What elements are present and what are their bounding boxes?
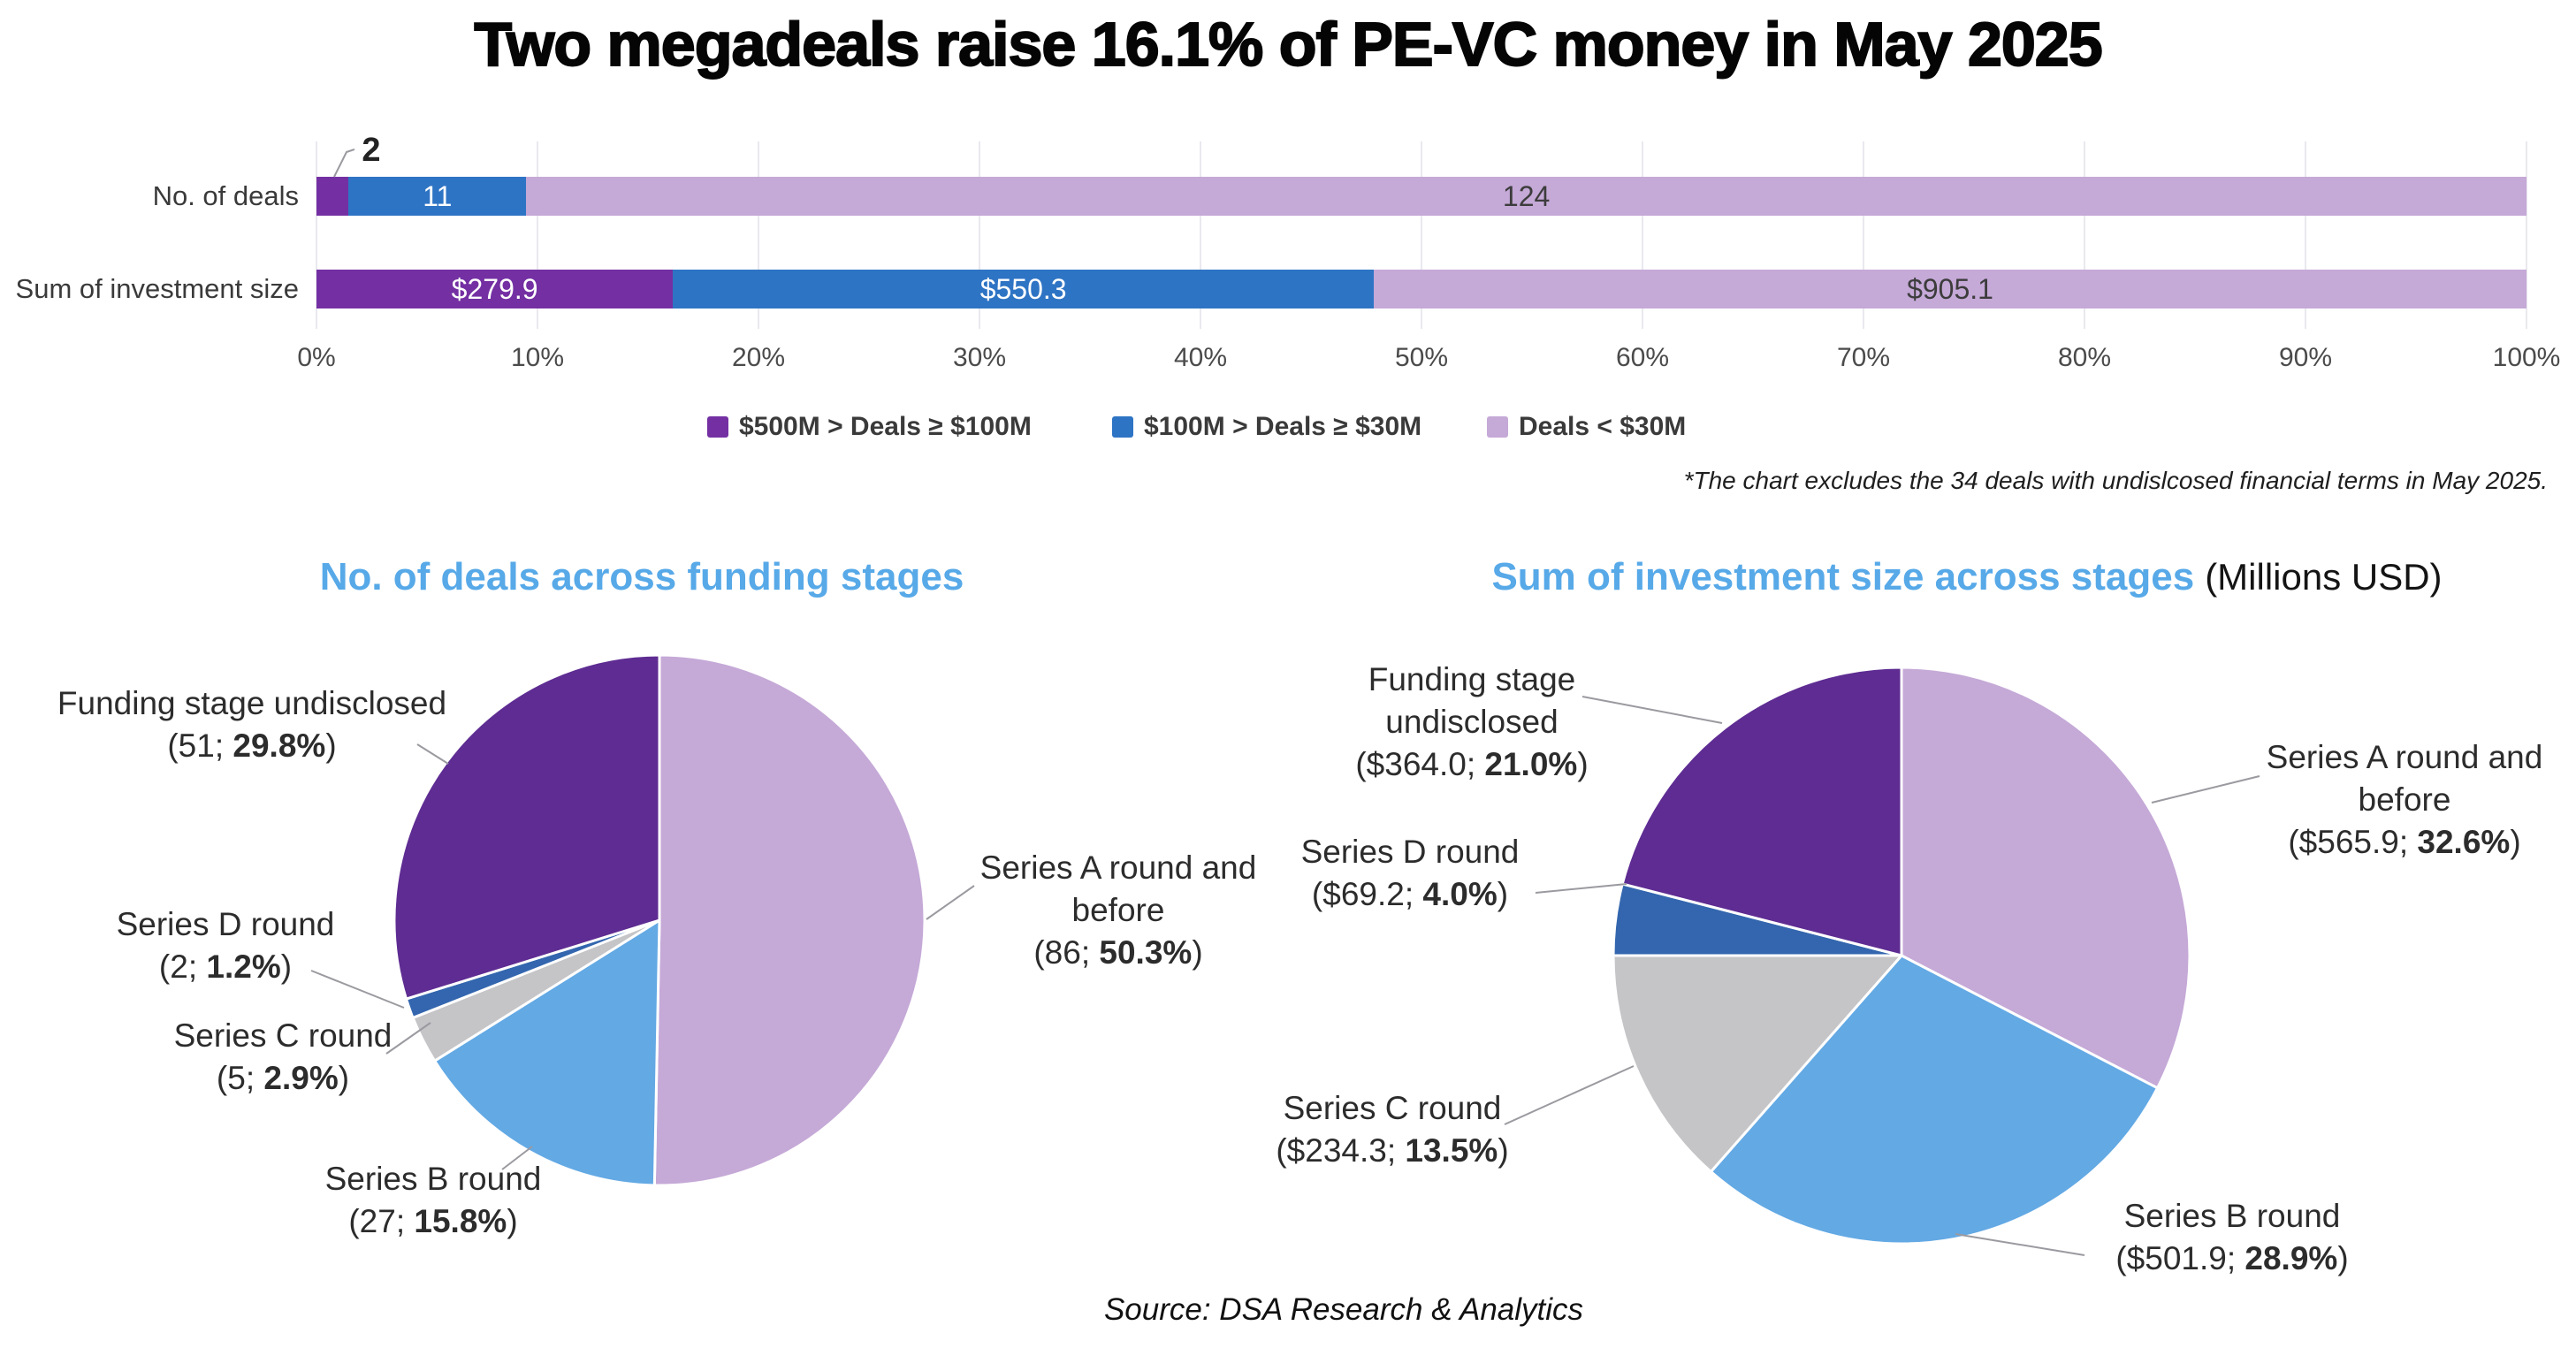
x-axis-tick-label: 100%: [2492, 343, 2561, 372]
legend-label: $100M > Deals ≥ $30M: [1144, 412, 1422, 441]
bar-segment-label: 11: [423, 179, 453, 212]
pie-label-name: Series A round and before: [2266, 739, 2543, 818]
x-axis-tick-label: 60%: [1615, 343, 1670, 372]
pie-label-value: ($565.9; 32.6%): [2288, 824, 2521, 860]
pie-label-undisclosed: Funding stage undisclosed (51; 29.8%): [40, 682, 464, 767]
pie-label-series-c: Series C round (5; 2.9%): [124, 1015, 442, 1100]
pie-title-unit: (Millions USD): [2205, 556, 2443, 598]
pie-chart-deals: [392, 653, 926, 1187]
gridline: [2526, 141, 2527, 329]
pie-label-undisclosed: Funding stage undisclosed ($364.0; 21.0%…: [1326, 659, 1618, 786]
gridline: [1642, 141, 1643, 329]
bar-row-deals: 11 124: [316, 177, 2526, 216]
pie-label-series-b: Series B round (27; 15.8%): [265, 1158, 601, 1243]
pie-label-value: (27; 15.8%): [348, 1203, 518, 1239]
pie-slice: [1900, 666, 2191, 1090]
bar-segment-label: 124: [1502, 179, 1551, 212]
bar-callout-value: 2: [362, 132, 381, 169]
x-axis-tick-label: 30%: [952, 343, 1007, 372]
source-credit: Source: DSA Research & Analytics: [1103, 1292, 1584, 1327]
bar-segment-label: $550.3: [979, 272, 1067, 305]
pie-label-name: Series C round: [1283, 1090, 1502, 1126]
pie-label-series-a: Series A round and before (86; 50.3%): [972, 847, 1264, 974]
pie-slice: [652, 653, 926, 1187]
pie-title-deals: No. of deals across funding stages: [111, 555, 1172, 599]
footnote: *The chart excludes the 34 deals with un…: [1683, 467, 2548, 494]
x-axis-tick-label: 90%: [2278, 343, 2333, 372]
legend-item-megadeals: $500M > Deals ≥ $100M: [707, 412, 1032, 442]
pie-slice: [1620, 666, 1903, 957]
bar-segment: $279.9: [316, 270, 674, 309]
page-title: Two megadeals raise 16.1% of PE-VC money…: [473, 9, 2103, 80]
pie-slice: [1709, 954, 2160, 1246]
pie-label-series-d: Series D round (2; 1.2%): [66, 903, 385, 988]
leader-line: [926, 885, 975, 920]
bar-segment: [316, 177, 349, 216]
gridline: [758, 141, 759, 329]
pie-label-name: Funding stage undisclosed: [57, 685, 447, 721]
x-axis-ticks: 0% 10% 20% 30% 40% 50% 60% 70% 80% 90% 100%: [297, 343, 2560, 378]
x-axis-tick-label: 50%: [1394, 343, 1449, 372]
bar-segment: 11: [348, 177, 527, 216]
pie-label-value: ($501.9; 28.9%): [2115, 1240, 2349, 1276]
pie-label-name: Funding stage undisclosed: [1368, 661, 1576, 740]
pie-label-value: ($234.3; 13.5%): [1276, 1132, 1509, 1169]
legend-label: $500M > Deals ≥ $100M: [739, 412, 1032, 441]
gridline: [316, 141, 317, 329]
legend-item-middeals: $100M > Deals ≥ $30M: [1112, 412, 1421, 442]
pie-title-text: No. of deals across funding stages: [319, 555, 964, 598]
bar-segment: $905.1: [1374, 270, 2526, 309]
bar-segment: $550.3: [673, 270, 1375, 309]
pie-chart-investment: [1612, 666, 2191, 1246]
legend-swatch-lavender: [1487, 416, 1508, 438]
legend-item-smalldeals: Deals < $30M: [1487, 412, 1686, 442]
legend-label: Deals < $30M: [1519, 412, 1687, 441]
gridline: [1863, 141, 1864, 329]
bar-row-label-investment: Sum of investment size: [15, 273, 299, 304]
legend-swatch-blue: [1112, 416, 1133, 438]
pie-label-value: (2; 1.2%): [158, 948, 293, 985]
pie-label-value: (5; 2.9%): [216, 1060, 350, 1096]
gridline: [1421, 141, 1422, 329]
gridline: [2084, 141, 2085, 329]
bar-row-label-deals: No. of deals: [152, 180, 299, 211]
pie-label-name: Series D round: [1300, 834, 1520, 870]
gridline: [537, 141, 538, 329]
pie-label-name: Series D round: [116, 906, 335, 942]
stacked-bar-plot: 11 124 $279.9 $550.3 $905.1: [316, 141, 2527, 329]
pie-label-name: Series B round: [324, 1161, 542, 1197]
pie-label-series-b: Series B round ($501.9; 28.9%): [2082, 1195, 2382, 1280]
x-axis-tick-label: 0%: [297, 343, 336, 372]
bar-segment-label: $905.1: [1907, 272, 1993, 305]
pie-label-name: Series A round and before: [979, 849, 1257, 928]
pie-label-series-c: Series C round ($234.3; 13.5%): [1246, 1087, 1538, 1172]
pie-label-value: ($364.0; 21.0%): [1355, 746, 1589, 782]
pie-label-name: Series B round: [2123, 1198, 2341, 1234]
pie-label-value: (86; 50.3%): [1033, 934, 1203, 971]
bar-segment-label: $279.9: [451, 272, 538, 305]
pie-label-value: ($69.2; 4.0%): [1311, 876, 1509, 912]
pie-label-name: Series C round: [173, 1017, 392, 1054]
pie-label-series-a: Series A round and before ($565.9; 32.6%…: [2259, 736, 2550, 864]
bar-row-investment: $279.9 $550.3 $905.1: [316, 270, 2526, 309]
gridline: [2305, 141, 2306, 329]
bar-segment: 124: [526, 177, 2526, 216]
pie-title-investment: Sum of investment size across stages (Mil…: [1392, 555, 2542, 599]
x-axis-tick-label: 40%: [1173, 343, 1228, 372]
gridline: [979, 141, 980, 329]
gridline: [1200, 141, 1201, 329]
x-axis-tick-label: 20%: [731, 343, 786, 372]
pie-label-value: (51; 29.8%): [167, 728, 337, 764]
pie-title-text: Sum of investment size across stages: [1491, 555, 2195, 598]
x-axis-tick-label: 80%: [2057, 343, 2112, 372]
x-axis-tick-label: 70%: [1836, 343, 1891, 372]
pie-slice: [1612, 954, 1903, 1174]
pie-label-series-d: Series D round ($69.2; 4.0%): [1264, 831, 1556, 916]
x-axis-tick-label: 10%: [510, 343, 565, 372]
legend-swatch-purple: [707, 416, 728, 438]
